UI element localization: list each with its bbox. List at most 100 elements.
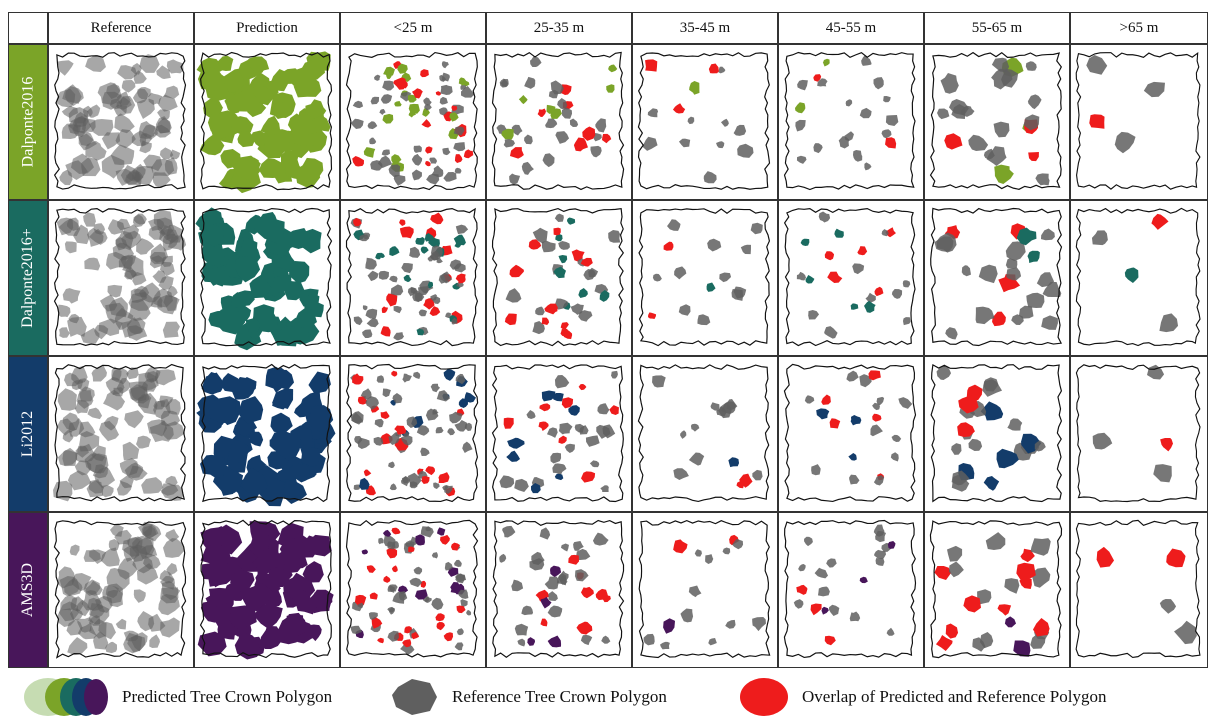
crown-polygon	[141, 477, 164, 494]
crown-polygon	[824, 326, 838, 339]
crown-polygon	[259, 477, 287, 507]
crown-polygon	[1013, 640, 1031, 657]
crown-polygon	[205, 372, 225, 394]
crown-polygon	[259, 158, 285, 178]
plot-boundary	[492, 519, 625, 658]
row-header-2: Li2012	[8, 356, 48, 512]
crown-map	[1075, 207, 1201, 347]
crown-polygon	[369, 592, 378, 600]
crown-polygon	[501, 128, 514, 140]
crown-polygon	[443, 368, 456, 381]
crown-polygon	[353, 316, 363, 326]
figure-grid: Reference Prediction <25 m 25-35 m 35-45 m 45…	[8, 12, 1208, 668]
crown-polygon	[1147, 364, 1165, 380]
plot-boundary	[783, 51, 916, 191]
crown-polygon	[298, 157, 324, 181]
row-label-0: Dalponte2016	[19, 76, 36, 168]
crown-polygon	[418, 286, 429, 296]
crown-polygon	[891, 434, 902, 442]
crown-polygon	[642, 136, 658, 151]
crown-polygon	[105, 641, 118, 654]
crown-polygon	[968, 438, 983, 451]
crown-polygon	[606, 84, 615, 93]
crown-polygon	[229, 605, 257, 629]
crown-polygon	[407, 472, 422, 487]
crown-polygon	[357, 602, 364, 608]
crown-polygon	[415, 534, 425, 546]
crown-polygon	[870, 424, 883, 437]
plot-boundary	[345, 207, 479, 347]
row-label-3: AMS3D	[19, 562, 37, 618]
crown-polygon	[1005, 258, 1018, 269]
crown-polygon	[872, 402, 880, 411]
crown-polygon	[579, 425, 589, 435]
crown-polygon	[511, 579, 524, 592]
crown-polygon	[368, 612, 378, 620]
crown-polygon	[291, 589, 309, 607]
map-cell-2-1	[194, 356, 340, 512]
crown-polygon	[874, 549, 887, 559]
crown-polygon	[370, 96, 380, 105]
crown-polygon	[502, 525, 516, 538]
crown-polygon	[152, 172, 171, 188]
crown-polygon	[873, 475, 885, 486]
crown-polygon	[838, 136, 850, 149]
crown-polygon	[350, 625, 363, 635]
crown-polygon	[424, 104, 432, 111]
crown-polygon	[70, 596, 84, 612]
crown-polygon	[354, 594, 367, 607]
crown-polygon	[580, 634, 593, 646]
crown-polygon	[454, 419, 468, 432]
crown-polygon	[456, 605, 466, 614]
crown-polygon	[1034, 440, 1046, 452]
crown-polygon	[380, 411, 390, 419]
crown-polygon	[528, 239, 542, 250]
crown-polygon	[449, 259, 462, 270]
crown-polygon	[103, 389, 126, 411]
crown-polygon	[499, 553, 507, 563]
crown-polygon	[203, 97, 223, 118]
crown-polygon	[406, 416, 418, 428]
plot-boundary	[783, 207, 916, 347]
crown-polygon	[391, 565, 398, 573]
crown-polygon	[595, 118, 607, 133]
crown-polygon	[694, 549, 702, 557]
crown-polygon	[978, 264, 998, 284]
crown-polygon	[891, 288, 903, 299]
crown-polygon	[886, 627, 895, 636]
crown-polygon	[78, 133, 98, 151]
crown-polygon	[821, 606, 829, 615]
crown-polygon	[289, 261, 310, 284]
crown-polygon	[157, 109, 171, 121]
crown-polygon	[960, 105, 975, 117]
crown-polygon	[217, 622, 237, 640]
crown-polygon	[391, 370, 398, 377]
crown-map	[53, 52, 187, 190]
crown-polygon	[588, 267, 599, 278]
crown-polygon	[445, 312, 451, 318]
crown-map	[1075, 364, 1201, 503]
crown-polygon	[391, 154, 402, 165]
crown-map	[929, 520, 1063, 659]
crown-polygon	[1006, 267, 1022, 281]
crown-map	[491, 51, 625, 191]
crown-polygon	[597, 403, 610, 415]
column-header-1: Prediction	[194, 12, 340, 44]
crown-polygon	[983, 476, 1000, 491]
crown-polygon	[106, 567, 130, 592]
crown-polygon	[386, 293, 398, 307]
crown-polygon	[376, 375, 385, 383]
crown-polygon	[582, 126, 596, 141]
crown-polygon	[793, 599, 804, 609]
crown-polygon	[811, 464, 821, 476]
crown-polygon	[310, 115, 331, 132]
crown-polygon	[453, 126, 465, 136]
crown-polygon	[1166, 548, 1186, 568]
crown-polygon	[849, 611, 861, 622]
crown-polygon	[514, 478, 529, 493]
crown-polygon	[215, 55, 234, 72]
crown-polygon	[382, 80, 395, 91]
crown-polygon	[199, 134, 225, 156]
crown-polygon	[561, 107, 573, 119]
predicted-polygon-swatch-icon	[22, 677, 110, 717]
